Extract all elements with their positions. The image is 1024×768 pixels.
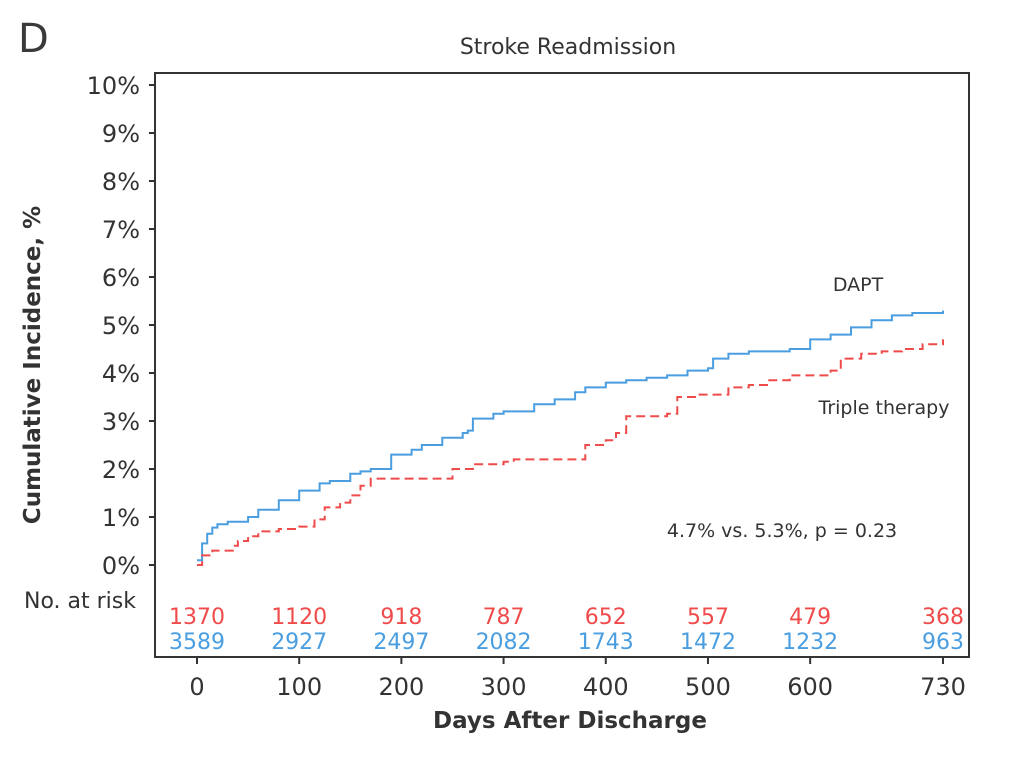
y-tick-label: 5% [102, 312, 140, 340]
y-tick-label: 4% [102, 360, 140, 388]
y-tick-label: 0% [102, 552, 140, 580]
x-tick-label: 600 [787, 673, 833, 701]
panel-letter: D [18, 16, 49, 62]
at-risk-dapt: 3589 [169, 630, 225, 655]
y-tick-label: 6% [102, 264, 140, 292]
at-risk-triple: 368 [922, 605, 964, 630]
x-tick-label: 200 [378, 673, 424, 701]
y-axis: 0% 1% 2% 3% 4% 5% 6% 7% 8% 9% 10% [87, 72, 155, 580]
y-tick-label: 7% [102, 216, 140, 244]
stats-annotation: 4.7% vs. 5.3%, p = 0.23 [667, 520, 897, 542]
y-tick-label: 9% [102, 120, 140, 148]
at-risk-dapt: 2082 [476, 630, 532, 655]
at-risk-dapt: 963 [922, 630, 964, 655]
series-label-dapt: DAPT [833, 274, 884, 296]
chart-title: Stroke Readmission [460, 35, 676, 60]
at-risk-dapt: 2497 [373, 630, 429, 655]
plot-frame [154, 72, 970, 658]
at-risk-triple: 1370 [169, 605, 225, 630]
x-axis: 0 100 200 300 400 500 600 730 [189, 657, 966, 701]
at-risk-dapt: 1743 [578, 630, 634, 655]
y-tick-label: 2% [102, 456, 140, 484]
y-tick-label: 1% [102, 504, 140, 532]
at-risk-dapt: 2927 [271, 630, 327, 655]
series-line-dapt [197, 310, 944, 562]
x-tick-label: 500 [685, 673, 731, 701]
at-risk-triple: 479 [789, 605, 831, 630]
x-tick-label: 400 [583, 673, 629, 701]
x-tick-label: 300 [481, 673, 527, 701]
series-group [197, 310, 944, 566]
x-tick-label: 100 [276, 673, 322, 701]
y-tick-label: 8% [102, 168, 140, 196]
at-risk-label: No. at risk [24, 589, 136, 614]
y-tick-label: 3% [102, 408, 140, 436]
at-risk-triple: 1120 [271, 605, 327, 630]
at-risk-triple: 652 [585, 605, 627, 630]
x-tick-label: 0 [189, 673, 204, 701]
y-tick-label: 10% [87, 72, 140, 100]
series-label-triple: Triple therapy [818, 397, 950, 419]
at-risk-dapt: 1232 [782, 630, 838, 655]
y-axis-label: Cumulative Incidence, % [20, 206, 46, 524]
at-risk-triple: 557 [687, 605, 729, 630]
at-risk-triple: 918 [380, 605, 422, 630]
at-risk-triple: 787 [483, 605, 525, 630]
x-axis-label: Days After Discharge [433, 708, 707, 734]
x-tick-label: 730 [920, 673, 966, 701]
series-line-triple [197, 339, 944, 566]
at-risk-dapt: 1472 [680, 630, 736, 655]
